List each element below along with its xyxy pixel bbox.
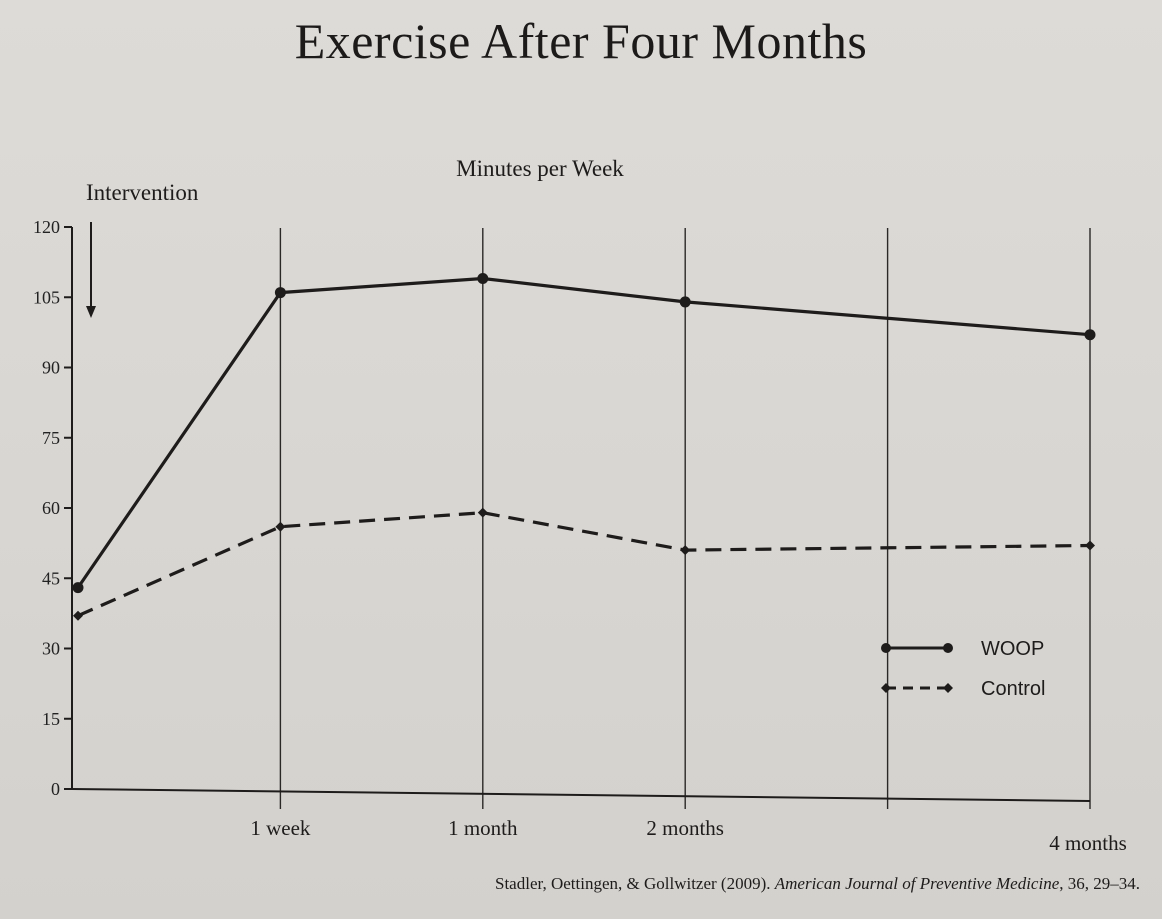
point-control-2	[477, 507, 488, 518]
legend-marker-woop-0	[881, 643, 891, 653]
citation-journal: American Journal of Preventive Medicine	[774, 874, 1060, 893]
citation-volume: , 36, 29–34.	[1059, 874, 1140, 893]
point-control-4	[1085, 540, 1095, 551]
x-axis-line	[71, 788, 1091, 802]
intervention-annotation: Intervention	[86, 180, 199, 205]
intervention-arrow-icon	[86, 222, 96, 318]
x-tick-label-2: 1 month	[448, 816, 518, 840]
point-woop-3	[679, 296, 691, 308]
series-layer	[72, 273, 1096, 621]
axis-layer: 0 15 30 45 60 75 90 105 120 1 week 1 month 2 months…	[33, 217, 1127, 855]
point-woop-0	[72, 582, 84, 594]
y-tick-label-5: 75	[42, 428, 60, 448]
point-woop-2	[477, 273, 489, 285]
legend-marker-control-0	[881, 683, 891, 693]
x-tick-label-5: 4 months	[1049, 831, 1127, 855]
point-control-1	[275, 521, 286, 532]
y-tick-label-4: 60	[42, 498, 60, 518]
chart-subtitle: Minutes per Week	[456, 156, 624, 181]
y-tick-label-6: 90	[42, 358, 60, 378]
legend-marker-woop-1	[943, 643, 953, 653]
legend-label-woop: WOOP	[981, 638, 1044, 660]
grid-layer	[279, 228, 1091, 809]
citation-authors: Stadler, Oettingen, & Gollwitzer (2009).	[495, 874, 775, 893]
x-tick-label-3: 2 months	[646, 816, 724, 840]
y-tick-label-3: 45	[42, 568, 60, 588]
legend-label-control: Control	[981, 678, 1045, 700]
point-woop-4	[1084, 329, 1096, 341]
x-tick-label-1: 1 week	[250, 816, 311, 840]
y-tick-label-1: 15	[42, 709, 60, 729]
series-line-control	[77, 511, 1091, 618]
point-control-3	[680, 545, 691, 556]
point-woop-1	[274, 287, 286, 299]
series-line-woop	[76, 276, 1091, 589]
y-tick-label-8: 120	[33, 217, 60, 237]
y-tick-label-7: 105	[33, 287, 60, 307]
citation: Stadler, Oettingen, & Gollwitzer (2009).…	[495, 874, 1140, 894]
y-tick-label-2: 30	[42, 639, 60, 659]
legend-marker-control-1	[943, 683, 953, 693]
chart-title: Exercise After Four Months	[294, 13, 868, 69]
y-tick-label-0: 0	[51, 779, 60, 799]
point-control-0	[73, 610, 83, 621]
legend: WOOP Control	[881, 638, 1045, 700]
